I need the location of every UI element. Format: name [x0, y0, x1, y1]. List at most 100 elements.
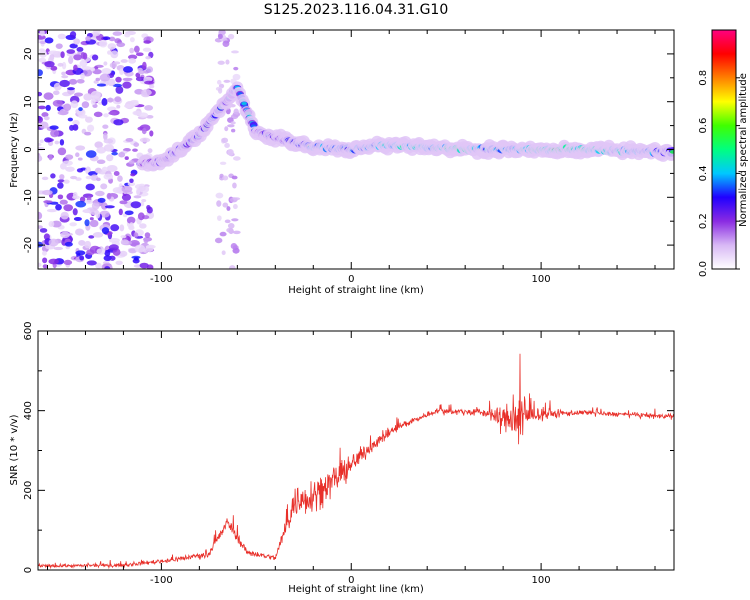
noise-blob [72, 124, 79, 131]
noise-blob [221, 137, 229, 144]
noise-blob [230, 242, 238, 250]
noise-blob [79, 255, 85, 261]
noise-blob [38, 225, 43, 229]
noise-blob [130, 201, 142, 209]
noise-blob [143, 237, 149, 244]
noise-blob [52, 90, 60, 96]
noise-blob [38, 57, 47, 63]
noise-blob [95, 262, 102, 269]
noise-blob [39, 228, 48, 233]
noise-blob [133, 195, 142, 199]
noise-blob [67, 117, 73, 122]
noise-blob [38, 69, 43, 77]
noise-blob [141, 128, 147, 135]
noise-blob [73, 38, 81, 45]
colorbar-tick-label: 0.4 [698, 165, 709, 181]
noise-blob [128, 57, 137, 64]
noise-blob [93, 111, 103, 118]
noise-blob [227, 148, 234, 156]
y-tick-label: -20 [23, 237, 34, 253]
noise-blob [102, 36, 111, 41]
noise-blob [106, 97, 115, 103]
noise-blob [129, 37, 135, 43]
noise-blob [107, 43, 117, 50]
noise-blob [144, 232, 151, 238]
noise-blob [42, 189, 53, 196]
noise-blob [132, 148, 138, 152]
noise-blob [52, 99, 63, 107]
y-tick-label: 10 [23, 95, 34, 108]
noise-blob [59, 199, 68, 205]
noise-blob [104, 249, 111, 257]
noise-blob [75, 228, 85, 236]
noise-blob [216, 200, 222, 207]
noise-blob [59, 79, 70, 88]
x-tick-label: 100 [532, 575, 551, 586]
x-tick-label: 100 [532, 274, 551, 285]
noise-blob [81, 66, 92, 71]
noise-blob [78, 107, 83, 112]
noise-blob [88, 235, 95, 239]
noise-blob [57, 179, 65, 183]
noise-blob [138, 185, 146, 192]
noise-blob [133, 45, 140, 53]
noise-blob [67, 87, 75, 91]
noise-blob [223, 79, 231, 83]
noise-blob [106, 192, 112, 200]
noise-blob [217, 87, 223, 94]
noise-blob [110, 50, 119, 59]
colorbar-bar [711, 29, 737, 270]
noise-blob [129, 222, 134, 229]
noise-blob [139, 223, 147, 229]
noise-blob [139, 137, 151, 143]
noise-blob [227, 222, 235, 229]
noise-blob [147, 148, 153, 154]
noise-blob [99, 73, 111, 82]
y-tick-label: 0 [23, 567, 34, 573]
noise-blob [143, 76, 153, 82]
colorbar-tick-label: 0.2 [698, 213, 709, 229]
y-tick-label: 600 [23, 321, 34, 340]
noise-blob [61, 71, 66, 76]
noise-blob [145, 245, 154, 252]
noise-blob [110, 224, 120, 232]
ridge-core [669, 150, 674, 154]
colorbar-tick-label: 0.0 [698, 261, 709, 277]
noise-blob [226, 228, 233, 233]
noise-blob [50, 129, 60, 138]
noise-blob [39, 139, 44, 143]
spectrogram-heatmap [38, 30, 674, 269]
noise-blob [95, 210, 101, 219]
noise-blob [118, 151, 126, 158]
snr-y-axis-label: SNR (10 * v/v) [9, 414, 20, 485]
noise-blob [79, 60, 88, 68]
noise-blob [108, 111, 117, 116]
noise-blob [76, 46, 84, 52]
noise-blob [107, 78, 116, 87]
noise-blob [57, 194, 64, 200]
noise-blob [233, 66, 239, 71]
noise-blob [38, 262, 42, 268]
noise-blob [65, 166, 75, 172]
noise-blob [45, 104, 51, 112]
colorbar-tick-label: 0.8 [698, 70, 709, 86]
noise-blob [75, 250, 86, 256]
noise-blob [130, 173, 136, 177]
noise-blob [99, 210, 110, 218]
x-tick-label: 0 [348, 274, 354, 285]
noise-blob [149, 130, 154, 137]
noise-blob [69, 31, 77, 39]
noise-blob [117, 175, 123, 182]
noise-blob [44, 37, 54, 44]
noise-blob [75, 145, 86, 151]
noise-blob [231, 50, 239, 54]
noise-blob [215, 192, 224, 199]
noise-blob [139, 262, 149, 269]
noise-blob [62, 160, 73, 166]
noise-blob [50, 173, 56, 179]
noise-blob [101, 227, 110, 235]
noise-blob [142, 61, 147, 70]
noise-blob [85, 36, 91, 42]
noise-blob [219, 161, 227, 165]
